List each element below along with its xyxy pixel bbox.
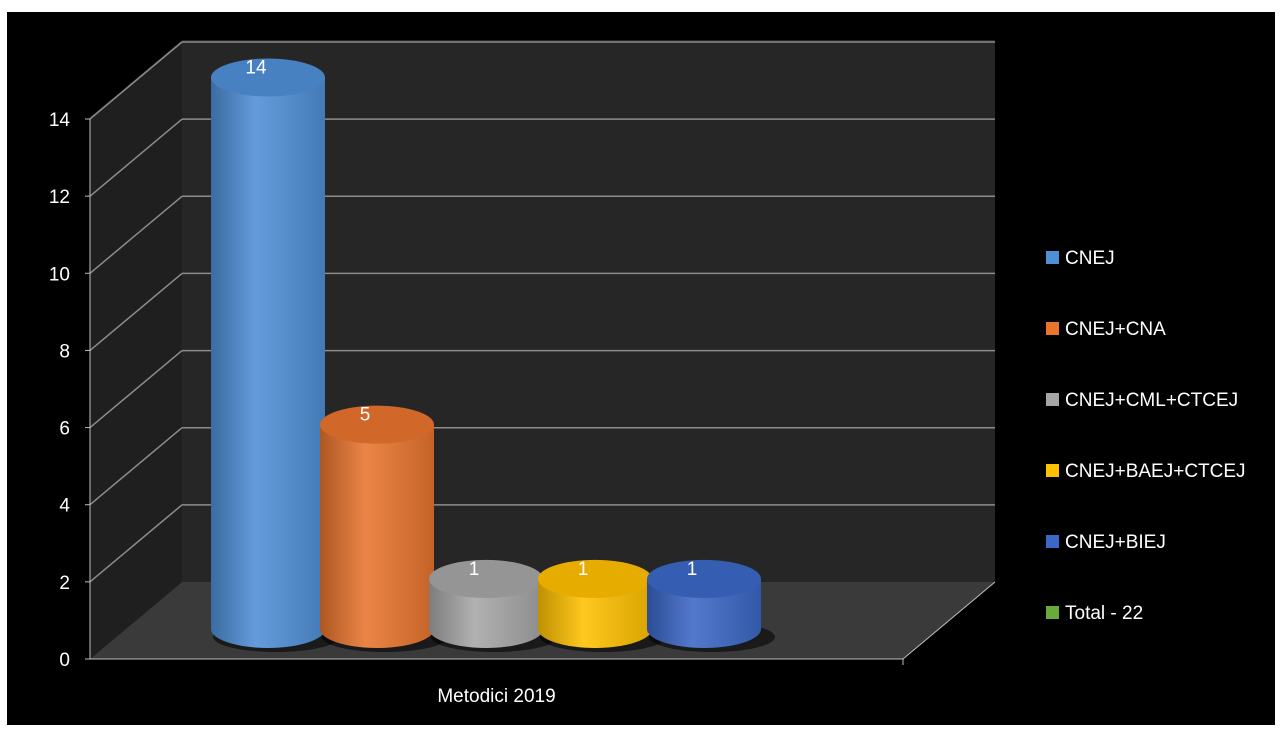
legend: CNEJ CNEJ+CNA CNEJ+CML+CTCEJ CNEJ+BAEJ+CTCE… xyxy=(1046,248,1246,624)
chart-frame: 0 2 4 6 8 10 12 14 14 5 1 1 1 Metodici 2019 CNEJ CNE… xyxy=(7,12,1275,725)
gridline-side xyxy=(89,349,183,429)
bar-body xyxy=(320,424,434,648)
data-label: 1 xyxy=(578,559,589,580)
legend-swatch xyxy=(1046,251,1059,264)
gridline-side xyxy=(89,427,183,506)
bar-body xyxy=(211,77,325,648)
y-tick-label: 4 xyxy=(59,496,70,517)
bar-body xyxy=(429,578,543,648)
y-tick-label: 8 xyxy=(59,341,70,362)
legend-swatch xyxy=(1046,606,1059,619)
data-label: 1 xyxy=(469,559,480,580)
gridline-side xyxy=(89,195,183,274)
bar-top xyxy=(320,405,434,444)
legend-item: CNEJ+CNA xyxy=(1046,319,1166,340)
legend-item: CNEJ xyxy=(1046,248,1115,269)
legend-swatch xyxy=(1046,464,1059,477)
bar-cnej xyxy=(211,58,339,652)
data-label: 14 xyxy=(245,58,267,79)
legend-swatch xyxy=(1046,535,1059,548)
data-label: 1 xyxy=(687,559,698,580)
bar-cnej-cml-ctcej xyxy=(429,559,557,652)
legend-item: CNEJ+BIEJ xyxy=(1046,532,1166,553)
bar-cnej-baej-ctcej xyxy=(538,559,666,652)
gridline-side xyxy=(89,41,183,120)
legend-item: CNEJ+CML+CTCEJ xyxy=(1046,390,1238,411)
y-tick-label: 2 xyxy=(59,573,70,594)
legend-label: CNEJ+BIEJ xyxy=(1065,532,1166,553)
legend-swatch xyxy=(1046,393,1059,406)
bar-top xyxy=(211,58,325,97)
y-tick-label: 10 xyxy=(49,264,70,285)
y-tick-label: 12 xyxy=(49,187,70,208)
bar-top xyxy=(429,559,543,598)
legend-label: CNEJ xyxy=(1065,248,1115,269)
legend-label: CNEJ+CNA xyxy=(1065,319,1166,340)
floor-edge xyxy=(902,581,996,660)
y-tick-label: 6 xyxy=(59,419,70,440)
legend-label: CNEJ+CML+CTCEJ xyxy=(1065,390,1238,411)
legend-item: Total - 22 xyxy=(1046,603,1143,624)
y-axis-ticks: 0 2 4 6 8 10 12 14 xyxy=(49,110,996,671)
gridline-side xyxy=(89,272,183,352)
bar-body xyxy=(647,578,761,648)
bar-cnej-biej xyxy=(647,559,775,652)
gridline-side xyxy=(89,118,183,197)
bar-top xyxy=(647,559,761,598)
gridline-side xyxy=(89,504,183,583)
category-labels: Metodici 2019 xyxy=(437,686,555,707)
bars xyxy=(211,58,775,652)
bar-cnej-cna xyxy=(320,405,448,652)
side-wall xyxy=(90,40,182,659)
legend-label: CNEJ+BAEJ+CTCEJ xyxy=(1065,461,1246,482)
bar-top xyxy=(538,559,652,598)
data-labels: 14 5 1 1 1 xyxy=(245,58,697,580)
bar-body xyxy=(538,578,652,648)
legend-swatch xyxy=(1046,322,1059,335)
data-label: 5 xyxy=(360,405,371,426)
legend-item: CNEJ+BAEJ+CTCEJ xyxy=(1046,461,1246,482)
y-tick-label: 14 xyxy=(49,110,71,131)
y-tick-label: 0 xyxy=(59,650,70,671)
category-label: Metodici 2019 xyxy=(437,686,555,707)
legend-label: Total - 22 xyxy=(1065,603,1143,624)
